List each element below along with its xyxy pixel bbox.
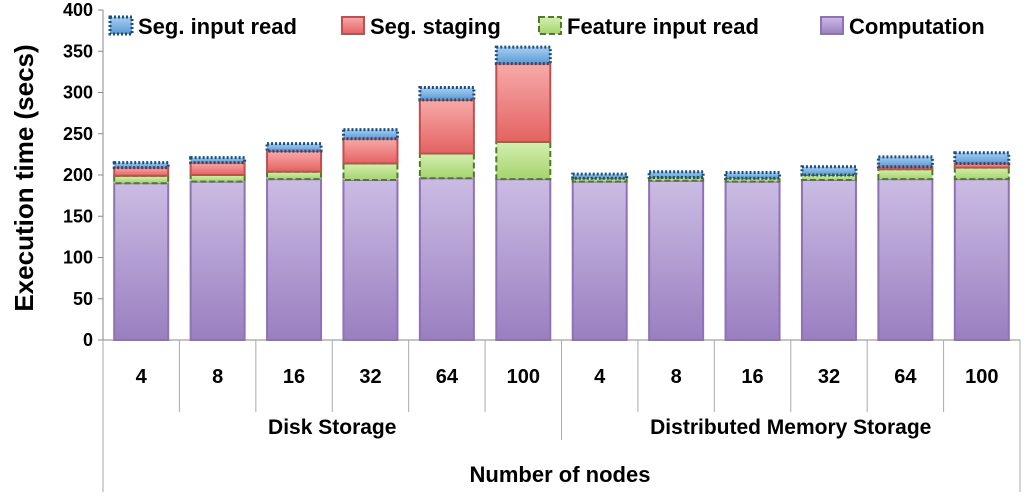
legend-label: Seg. input read <box>138 14 297 39</box>
bar-segment-feature-input-read <box>113 174 170 185</box>
x-group-label: Distributed Memory Storage <box>650 416 931 439</box>
bar-segment-feature-input-read <box>648 176 705 182</box>
legend-swatch-feature-input-read <box>538 16 562 35</box>
bars <box>112 45 1011 341</box>
legend-label: Seg. staging <box>370 14 501 39</box>
bar-segment-computation <box>495 178 552 341</box>
bar-segment-seg-input-read <box>876 155 934 169</box>
bar-segment-seg-input-read <box>265 142 323 153</box>
x-category-label: 4 <box>594 366 606 388</box>
bar-segment-computation <box>113 182 170 341</box>
x-category-label: 64 <box>436 366 459 388</box>
bar-segment-seg-input-read <box>571 172 629 180</box>
x-category-label: 16 <box>283 366 305 388</box>
bar-segment-computation <box>342 178 399 341</box>
y-axis-label: Execution time (secs) <box>9 44 39 311</box>
bar-segment-seg-input-read <box>494 45 552 66</box>
bar-segment-computation <box>724 180 781 341</box>
bar-segment-seg-staging <box>266 150 323 173</box>
bar-segment-seg-input-read <box>724 171 782 180</box>
legend-swatch-seg-staging <box>341 16 365 35</box>
bar-segment-computation <box>800 178 857 341</box>
y-tick-label: 300 <box>63 83 93 103</box>
y-tick-label: 100 <box>63 248 93 268</box>
bar-segment-seg-staging <box>495 62 552 143</box>
bar-segment-seg-input-read <box>800 165 858 177</box>
bar-segment-seg-input-read <box>341 128 399 141</box>
bar-segment-seg-input-read <box>418 86 476 102</box>
bar-segment-seg-staging <box>418 98 475 155</box>
x-group-label: Disk Storage <box>268 416 396 439</box>
legend-label: Computation <box>849 14 985 39</box>
y-tick-label: 200 <box>63 165 93 185</box>
y-tick-label: 250 <box>63 124 93 144</box>
axes: 0 50 100 150 200 250 300 350 400 <box>63 0 1020 350</box>
x-category-label: 32 <box>818 366 840 388</box>
bar-segment-feature-input-read <box>877 168 934 181</box>
x-category-label: 4 <box>136 366 148 388</box>
x-category-label: 8 <box>671 366 682 388</box>
y-tick-label: 400 <box>63 0 93 20</box>
bar-segment-seg-input-read <box>189 156 247 165</box>
y-tick-label: 50 <box>73 289 93 309</box>
x-category-label: 100 <box>965 366 998 388</box>
x-axis-label: Number of nodes <box>470 462 651 487</box>
y-tick-label: 0 <box>83 330 93 350</box>
bar-segment-computation <box>571 180 628 341</box>
bar-segment-seg-input-read <box>953 151 1011 165</box>
x-category-label: 100 <box>507 366 540 388</box>
bar-segment-feature-input-read <box>495 141 552 181</box>
bar-segment-seg-input-read <box>112 161 170 170</box>
bar-segment-computation <box>953 178 1010 341</box>
bar-segment-computation <box>266 178 323 341</box>
legend-swatch-seg-input-read <box>108 15 134 36</box>
x-category-label: 32 <box>359 366 381 388</box>
legend-swatch-computation <box>820 16 844 35</box>
y-tick-label: 350 <box>63 41 93 61</box>
legend: Seg. input read Seg. staging Feature input… <box>108 14 985 39</box>
bar-segment-feature-input-read <box>266 170 323 181</box>
legend-label: Feature input read <box>567 14 759 39</box>
bar-segment-seg-staging <box>342 137 399 165</box>
bar-segment-feature-input-read <box>953 166 1010 181</box>
bar-segment-seg-staging <box>189 161 246 176</box>
x-category-labels: 4 8 16 32 64 100 4 8 16 32 64 100 Disk Storage Distri… <box>102 340 1021 492</box>
bar-segment-computation <box>418 177 475 341</box>
y-tick-label: 150 <box>63 206 93 226</box>
bar-segment-computation <box>877 178 934 341</box>
x-category-label: 64 <box>894 366 917 388</box>
bar-segment-feature-input-read <box>724 177 781 183</box>
bar-segment-seg-input-read <box>647 170 705 179</box>
bar-segment-computation <box>648 179 705 341</box>
bar-segment-feature-input-read <box>342 162 399 181</box>
bar-segment-computation <box>189 180 246 341</box>
bar-segment-feature-input-read <box>418 152 475 180</box>
x-category-label: 8 <box>212 366 223 388</box>
x-category-label: 16 <box>741 366 763 388</box>
